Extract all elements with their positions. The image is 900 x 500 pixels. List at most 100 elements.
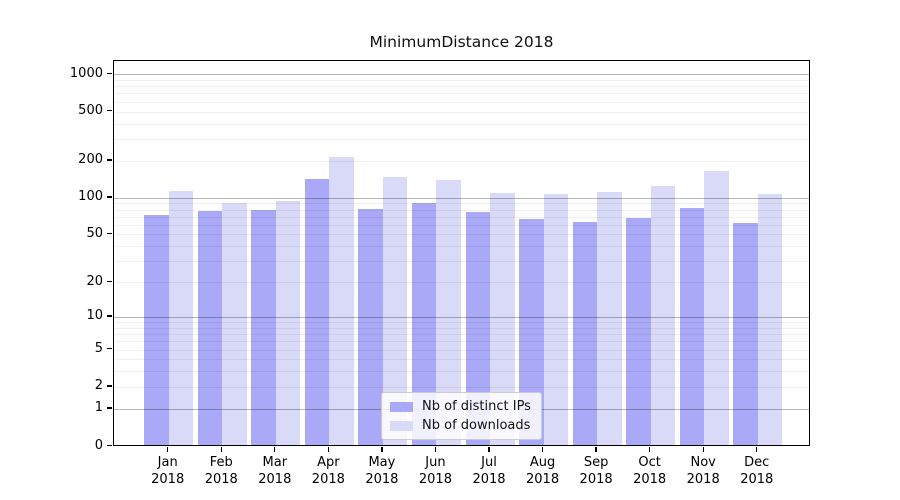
gridline-minor-80 (114, 209, 809, 211)
y-tick-mark-2 (107, 385, 112, 387)
gridline-major-100 (114, 197, 809, 199)
y-tick-label-50: 50 (86, 225, 103, 241)
legend-label-distinct-ips: Nb of distinct IPs (422, 399, 531, 414)
gridline-minor-6 (114, 341, 809, 343)
gridline-major-10 (114, 316, 809, 318)
y-tick-mark-500 (107, 110, 112, 112)
x-tick-mark-may (381, 447, 383, 452)
x-tick-label-mar: Mar 2018 (258, 455, 292, 487)
gridline-minor-7 (114, 334, 809, 336)
gridline-minor-40 (114, 246, 809, 248)
y-tick-label-2: 2 (94, 378, 103, 394)
gridline-minor-9 (114, 322, 809, 324)
x-tick-mark-nov (702, 447, 704, 452)
y-tick-label-200: 200 (78, 152, 103, 168)
y-tick-mark-10 (107, 315, 112, 317)
bar-distinct-ips-nov-2018 (679, 208, 705, 445)
bar-downloads-dec-2018 (757, 193, 783, 445)
x-tick-label-aug: Aug 2018 (526, 455, 560, 487)
legend: Nb of distinct IPs Nb of downloads (381, 392, 542, 440)
x-tick-label-nov: Nov 2018 (686, 455, 720, 487)
legend-entry-distinct-ips: Nb of distinct IPs (390, 399, 531, 414)
chart-title: MinimumDistance 2018 (369, 33, 554, 51)
x-tick-mark-mar (274, 447, 276, 452)
bar-distinct-ips-apr-2018 (304, 178, 330, 445)
gridline-minor-400 (114, 123, 809, 125)
gridline-minor-2 (114, 386, 809, 388)
y-tick-label-5: 5 (94, 341, 103, 357)
bar-downloads-feb-2018 (222, 203, 247, 445)
bar-distinct-ips-sep-2018 (572, 221, 598, 445)
gridline-minor-4 (114, 359, 809, 361)
y-tick-mark-20 (107, 280, 112, 283)
x-tick-label-may: May 2018 (365, 455, 399, 487)
legend-label-downloads: Nb of downloads (422, 418, 531, 433)
gridline-minor-5 (114, 349, 809, 351)
x-tick-mark-feb (220, 447, 222, 452)
bar-downloads-nov-2018 (704, 170, 729, 445)
gridline-minor-50 (114, 234, 809, 236)
bar-downloads-apr-2018 (329, 156, 354, 445)
y-tick-mark-0 (107, 444, 112, 446)
gridline-minor-700 (114, 93, 809, 95)
bar-distinct-ips-dec-2018 (733, 222, 758, 445)
bar-distinct-ips-may-2018 (358, 208, 383, 445)
legend-swatch-downloads-icon (390, 420, 413, 431)
x-tick-label-oct: Oct 2018 (633, 455, 667, 487)
x-tick-label-apr: Apr 2018 (311, 455, 345, 487)
bar-distinct-ips-jan-2018 (144, 214, 169, 445)
bar-downloads-mar-2018 (275, 201, 301, 445)
x-tick-mark-aug (541, 447, 544, 452)
x-tick-label-sep: Sep 2018 (579, 455, 613, 487)
legend-entry-downloads: Nb of downloads (390, 418, 531, 433)
x-tick-mark-apr (327, 447, 330, 452)
x-tick-mark-dec (756, 447, 758, 452)
y-tick-mark-1000 (107, 72, 112, 75)
gridline-minor-500 (114, 111, 809, 113)
y-tick-mark-100 (107, 196, 112, 198)
gridline-minor-200 (114, 160, 809, 162)
y-tick-mark-5 (107, 348, 112, 350)
plot-area (113, 60, 810, 446)
y-tick-label-0: 0 (94, 437, 103, 453)
y-tick-label-20: 20 (86, 273, 103, 289)
legend-swatch-distinct-ips-icon (390, 401, 413, 412)
gridline-minor-900 (114, 79, 809, 81)
x-tick-mark-oct (648, 447, 651, 452)
gridline-minor-3 (114, 371, 809, 373)
y-tick-label-10: 10 (86, 308, 103, 324)
gridline-minor-300 (114, 138, 809, 140)
y-tick-label-1: 1 (94, 400, 103, 416)
y-tick-mark-1 (107, 407, 112, 409)
y-tick-label-500: 500 (78, 103, 103, 119)
gridline-major-1000 (114, 74, 809, 76)
gridline-minor-20 (114, 282, 809, 284)
y-tick-mark-200 (107, 159, 112, 161)
y-tick-mark-50 (107, 232, 112, 235)
bar-downloads-oct-2018 (650, 186, 676, 445)
y-tick-label-100: 100 (78, 189, 103, 205)
gridline-minor-90 (114, 203, 809, 205)
gridline-minor-70 (114, 216, 809, 218)
bar-downloads-sep-2018 (597, 192, 622, 445)
x-tick-mark-jun (434, 447, 437, 452)
x-tick-label-jun: Jun 2018 (418, 455, 452, 487)
bar-distinct-ips-oct-2018 (626, 217, 651, 445)
bar-downloads-jan-2018 (168, 190, 194, 445)
gridline-minor-600 (114, 101, 809, 103)
bar-distinct-ips-mar-2018 (251, 209, 276, 445)
x-tick-mark-sep (595, 447, 597, 452)
gridline-minor-30 (114, 261, 809, 263)
gridline-minor-800 (114, 86, 809, 88)
x-tick-mark-jan (167, 447, 169, 452)
bar-downloads-aug-2018 (543, 194, 569, 445)
gridline-minor-60 (114, 224, 809, 226)
gridline-minor-8 (114, 327, 809, 329)
x-tick-label-feb: Feb 2018 (204, 455, 238, 487)
x-tick-label-jan: Jan 2018 (151, 455, 185, 487)
y-tick-label-1000: 1000 (69, 65, 103, 81)
x-tick-label-jul: Jul 2018 (472, 455, 506, 487)
bar-distinct-ips-feb-2018 (197, 211, 223, 445)
x-tick-mark-jul (488, 447, 490, 452)
